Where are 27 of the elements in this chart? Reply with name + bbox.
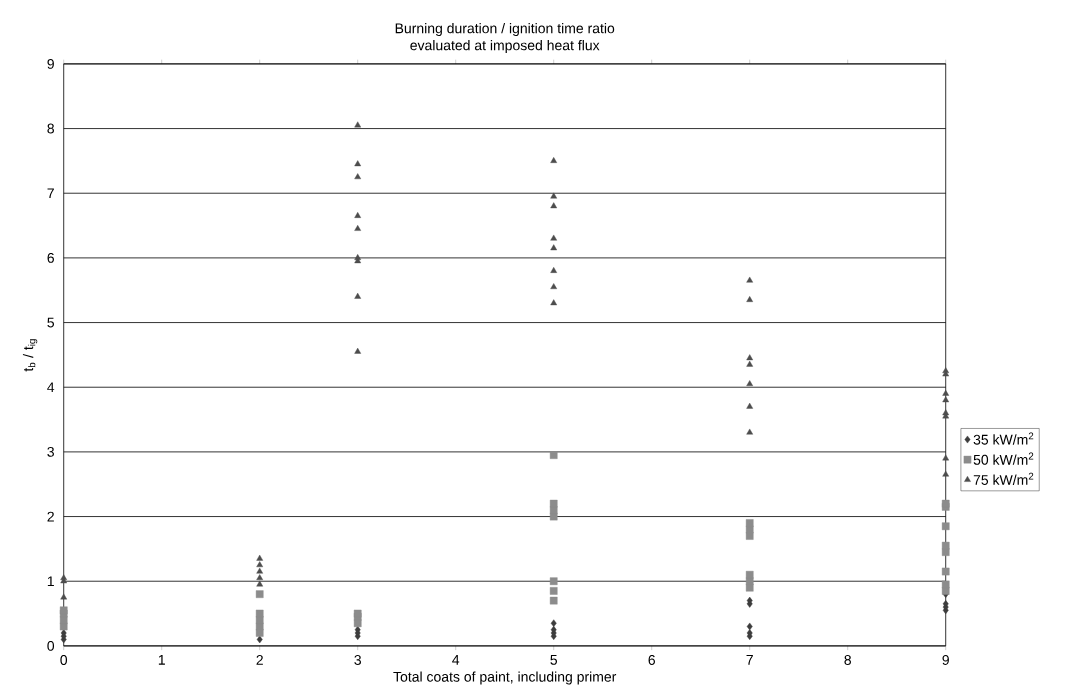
x-axis-title: Total coats of paint, including primer bbox=[393, 671, 617, 685]
y-tick-label: 4 bbox=[47, 382, 55, 393]
x-tick-label: 9 bbox=[942, 655, 949, 665]
y-tick-label: 9 bbox=[47, 58, 54, 69]
y-tick-label: 7 bbox=[47, 188, 54, 199]
x-tick-label: 6 bbox=[648, 655, 655, 665]
x-tick-label: 8 bbox=[844, 655, 851, 665]
y-tick-label: 1 bbox=[47, 576, 54, 587]
x-tick-label: 3 bbox=[354, 655, 361, 665]
x-tick-label: 2 bbox=[256, 655, 263, 665]
y-axis-title: t$_{b}$ / t$_{ig}$ bbox=[22, 339, 38, 372]
chart-subtitle: evaluated at imposed heat flux bbox=[410, 40, 600, 54]
y-tick-label: 8 bbox=[47, 123, 54, 134]
legend-label: 35 kW/m$^{2}$ bbox=[973, 432, 1034, 445]
legend-label: 75 kW/m$^{2}$ bbox=[973, 472, 1034, 485]
chart-title: Burning duration / ignition time ratio bbox=[395, 23, 615, 37]
x-tick-label: 1 bbox=[158, 655, 165, 665]
x-tick-label: 4 bbox=[452, 655, 460, 665]
x-tick-label: 0 bbox=[60, 655, 68, 665]
y-tick-label: 5 bbox=[47, 317, 55, 328]
y-tick-label: 2 bbox=[47, 511, 54, 522]
x-tick-label: 5 bbox=[550, 655, 558, 665]
x-tick-label: 7 bbox=[746, 655, 753, 665]
legend-label: 50 kW/m$^{2}$ bbox=[973, 452, 1034, 465]
y-tick-label: 0 bbox=[47, 640, 55, 651]
y-tick-label: 6 bbox=[47, 252, 54, 263]
y-tick-label: 3 bbox=[47, 446, 54, 457]
